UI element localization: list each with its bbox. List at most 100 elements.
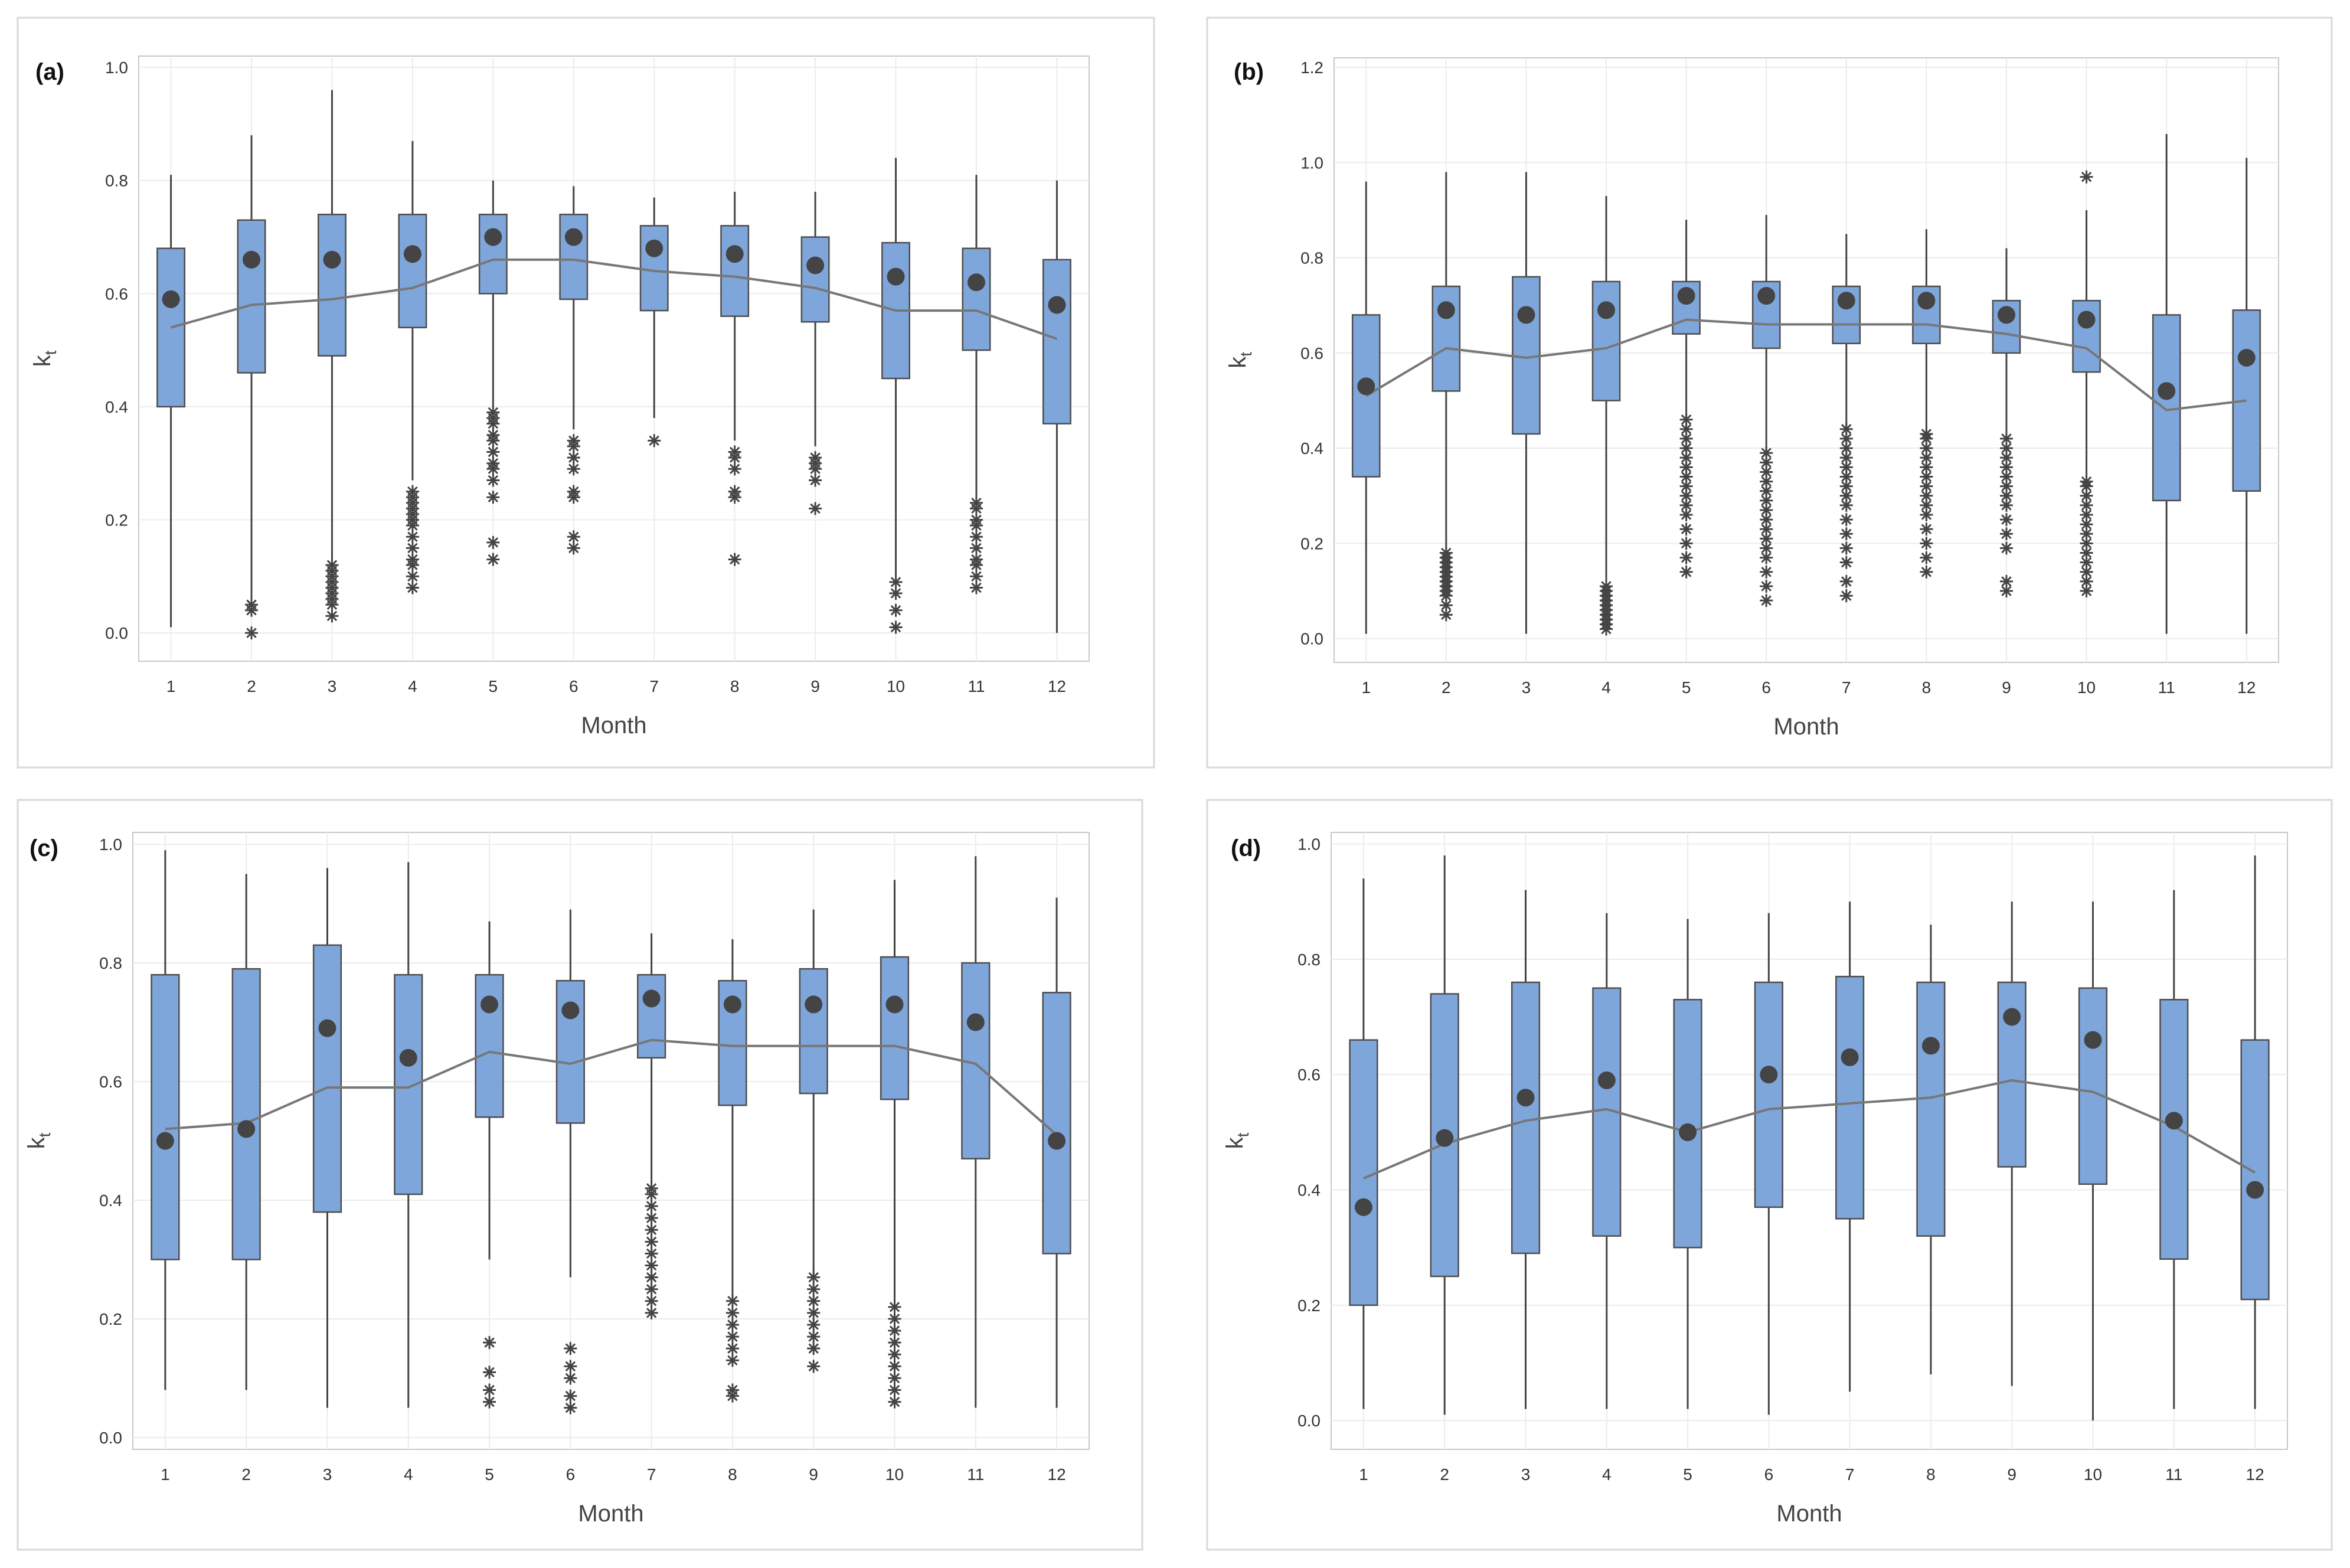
box (312, 944, 342, 1213)
box (475, 974, 504, 1118)
outlier-marker (406, 570, 419, 583)
x-tick-label: 3 (1522, 678, 1531, 697)
outlier-marker (1920, 498, 1933, 512)
outlier-marker (807, 1342, 821, 1355)
x-tick-label: 11 (967, 1465, 984, 1484)
y-tick-label: 0.0 (1297, 1412, 1321, 1430)
outlier-marker (245, 626, 259, 640)
outlier-marker (645, 1294, 658, 1308)
outlier-marker (1760, 579, 1773, 593)
outlier-marker (1679, 422, 1693, 436)
outlier-marker (486, 428, 500, 442)
y-tick-label: 1.2 (1300, 58, 1323, 77)
outlier-marker (567, 530, 580, 544)
outlier-marker (1920, 508, 1933, 522)
outlier-marker (1760, 551, 1773, 564)
median-marker (1354, 1198, 1372, 1216)
y-tick-label: 0.2 (105, 511, 128, 530)
y-tick-label: 0.8 (99, 954, 122, 972)
y-tick-label: 0.2 (1300, 534, 1323, 553)
box (639, 225, 669, 312)
outlier-marker (1839, 422, 1853, 436)
outlier-marker (645, 1259, 658, 1272)
outlier-marker (889, 575, 903, 589)
outlier-marker (1999, 513, 2013, 527)
box (156, 247, 186, 408)
median-marker (1597, 301, 1616, 319)
outlier-marker (1839, 513, 1853, 527)
y-axis-title: kt (24, 1132, 54, 1149)
outlier-marker (725, 1330, 739, 1344)
outlier-marker (1839, 541, 1853, 555)
outlier-marker (1839, 479, 1853, 493)
outlier-marker (1920, 427, 1933, 440)
x-tick-label: 5 (1682, 678, 1691, 697)
outlier-marker (1999, 470, 2013, 484)
outlier-marker (809, 473, 822, 487)
y-tick-label: 0.8 (105, 172, 128, 190)
box (2152, 314, 2181, 502)
outlier-marker (1920, 537, 1933, 550)
x-tick-label: 2 (1440, 1465, 1449, 1484)
outlier-marker (1839, 460, 1853, 474)
y-tick-label: 0.2 (99, 1310, 122, 1328)
box (799, 968, 828, 1095)
x-tick-label: 10 (2084, 1465, 2102, 1484)
outlier-marker (725, 1383, 739, 1397)
median-marker (564, 228, 583, 246)
outlier-marker (1839, 589, 1853, 603)
panel-label: (a) (35, 59, 64, 85)
y-tick-label: 0.4 (1300, 439, 1323, 458)
box (962, 247, 991, 351)
outlier-marker (1839, 451, 1853, 465)
plot-area (138, 55, 1090, 662)
median-marker (1517, 306, 1535, 324)
y-tick-label: 1.0 (99, 835, 122, 854)
outlier-marker (645, 1181, 658, 1195)
outlier-marker (645, 1235, 658, 1249)
median-marker (967, 273, 985, 292)
mean-connect-line (165, 1038, 1058, 1136)
median-marker (1597, 1071, 1616, 1089)
x-tick-label: 4 (1602, 1465, 1612, 1484)
box (1916, 981, 1946, 1237)
outlier-marker (1999, 451, 2013, 465)
box (880, 956, 910, 1100)
median-marker (323, 250, 341, 269)
outlier-marker (969, 553, 983, 566)
box (1591, 280, 1621, 401)
outlier-marker (809, 502, 822, 515)
outlier-marker (1920, 489, 1933, 502)
median-marker (318, 1019, 336, 1037)
median-marker (1997, 306, 2015, 324)
y-axis-title: kt (30, 350, 60, 367)
outlier-marker (1999, 498, 2013, 512)
outlier-marker (1760, 475, 1773, 488)
median-marker (1677, 287, 1695, 305)
y-tick-label: 0.4 (1297, 1181, 1321, 1200)
median-marker (885, 995, 904, 1014)
x-tick-label: 12 (1048, 677, 1066, 695)
median-marker (237, 1120, 256, 1138)
outlier-marker (728, 485, 741, 498)
box (398, 213, 427, 329)
outlier-marker (1679, 442, 1693, 455)
outlier-marker (969, 513, 983, 527)
outlier-marker (888, 1336, 901, 1350)
x-tick-label: 6 (1761, 678, 1771, 697)
outlier-marker (728, 462, 741, 476)
outlier-marker (1679, 432, 1693, 446)
outlier-marker (2080, 556, 2093, 569)
box (637, 974, 666, 1059)
outlier-marker (807, 1270, 821, 1284)
outlier-marker (807, 1294, 821, 1308)
median-marker (1436, 1129, 1454, 1147)
x-tick-label: 2 (241, 1465, 251, 1484)
box (237, 219, 266, 374)
outlier-marker (567, 541, 580, 555)
outlier-marker (2080, 574, 2093, 588)
median-marker (1679, 1123, 1697, 1141)
outlier-marker (2080, 489, 2093, 502)
y-tick-label: 0.6 (105, 285, 128, 303)
